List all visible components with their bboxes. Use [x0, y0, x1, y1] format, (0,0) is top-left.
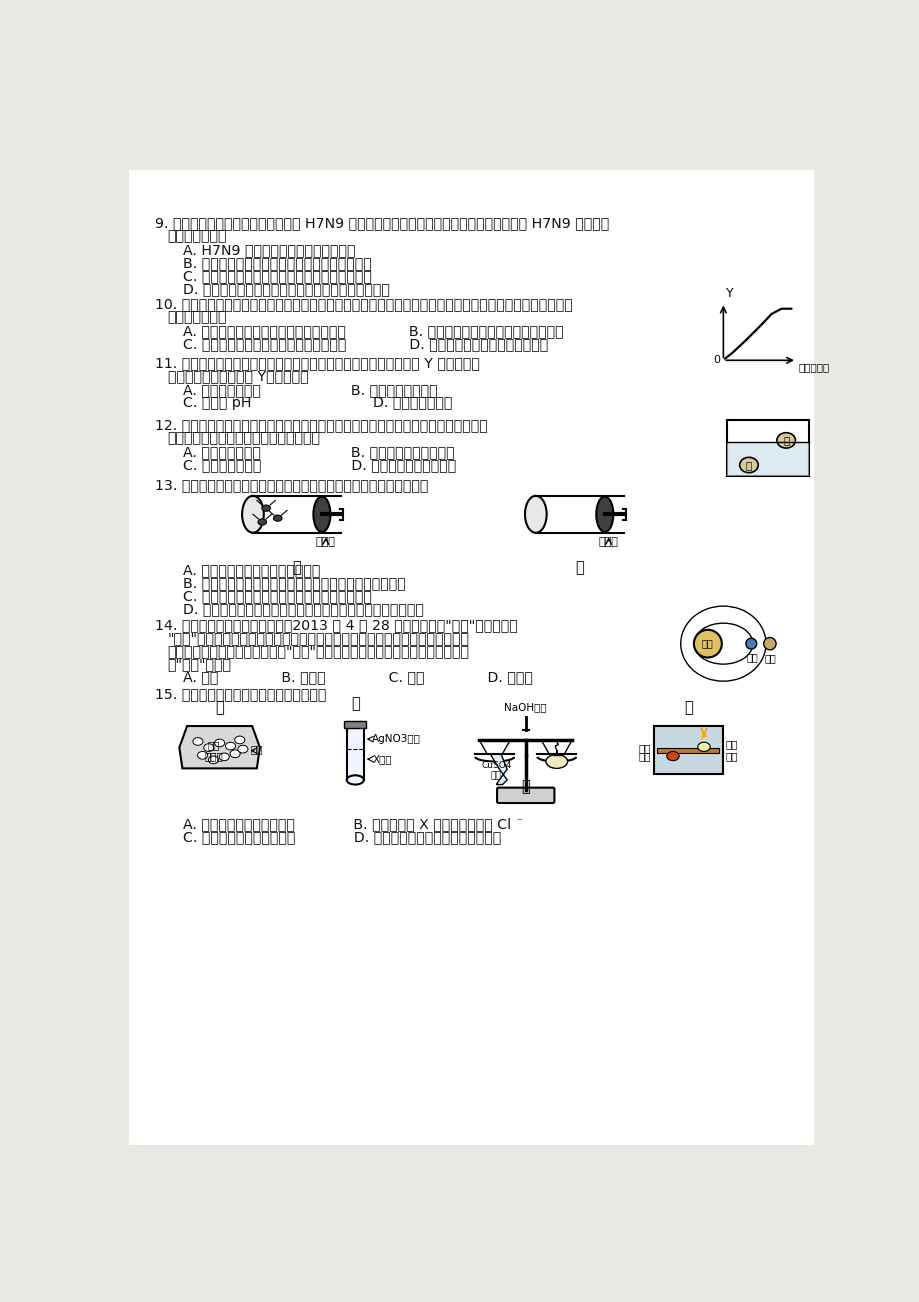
Text: A. 甲装置验证空气中有水分             B. 乙装置验证 X 溶液中是否含有 Cl: A. 甲装置验证空气中有水分 B. 乙装置验证 X 溶液中是否含有 Cl	[183, 816, 511, 831]
Bar	[535, 496, 624, 533]
Text: C. 溶液的 pH                           D. 生成氢气的质量: C. 溶液的 pH D. 生成氢气的质量	[183, 397, 452, 410]
Text: 0: 0	[712, 355, 720, 366]
Ellipse shape	[225, 742, 235, 750]
Text: 冰块: 冰块	[250, 745, 263, 754]
Text: 红磷: 红磷	[638, 751, 651, 762]
Ellipse shape	[234, 736, 244, 743]
Bar	[346, 723, 363, 780]
Text: 10. 同学们在做氧气性质实验时，将点燃的木炭伸入集气瓶内，有的现象明显，有的却不明显。导致现象不明: 10. 同学们在做氧气性质实验时，将点燃的木炭伸入集气瓶内，有的现象明显，有的却…	[155, 297, 573, 311]
Circle shape	[693, 630, 721, 658]
Text: 无水
硫酸铜: 无水 硫酸铜	[204, 740, 222, 762]
Text: 碱石灰: 碱石灰	[598, 536, 618, 547]
Text: 碱石灰: 碱石灰	[315, 536, 335, 547]
Text: 锌粒的质量: 锌粒的质量	[798, 362, 829, 372]
Text: C. 甲的密度比乙大                    D. 乙受到的浮力大于重力: C. 甲的密度比乙大 D. 乙受到的浮力大于重力	[183, 458, 456, 473]
Ellipse shape	[230, 750, 240, 758]
Text: 热水: 热水	[725, 738, 737, 749]
Ellipse shape	[525, 496, 546, 533]
Ellipse shape	[666, 751, 678, 760]
Text: A. 新月              B. 上弦月              C. 满月              D. 下弦月: A. 新月 B. 上弦月 C. 满月 D. 下弦月	[183, 671, 532, 685]
Text: B. 为了预防禽流感，不能食用煮熟的鸡蛋和鸡肉: B. 为了预防禽流感，不能食用煮熟的鸡蛋和鸡肉	[183, 256, 371, 271]
Text: 11. 在一定量的稀硫酸中加入过量的锌粒，如图是反应过程中某种量 Y 随加入锌粒: 11. 在一定量的稀硫酸中加入过量的锌粒，如图是反应过程中某种量 Y 随加入锌粒	[155, 357, 480, 371]
FancyBboxPatch shape	[496, 788, 554, 803]
Text: Y: Y	[725, 288, 732, 301]
Ellipse shape	[242, 496, 264, 533]
Text: 乙: 乙	[782, 435, 789, 445]
Ellipse shape	[545, 755, 567, 768]
Text: 甲: 甲	[745, 460, 751, 470]
Bar	[344, 720, 366, 728]
Ellipse shape	[209, 756, 218, 764]
Text: 土星: 土星	[764, 652, 776, 663]
Text: A. 硫酸的质量分数                    B. 生成硫酸锌的质量: A. 硫酸的质量分数 B. 生成硫酸锌的质量	[183, 383, 437, 397]
Text: C. 丙装置验证质量守恒定律             D. 丁装置验证可燃物燃烧的两个条件: C. 丙装置验证质量守恒定律 D. 丁装置验证可燃物燃烧的两个条件	[183, 829, 501, 844]
Ellipse shape	[596, 496, 613, 533]
Text: 甲: 甲	[215, 700, 223, 715]
Circle shape	[763, 638, 776, 650]
Text: C. 排水法收集满后盖上毛玻璃片拿出水面              D. 排水法收集前未将集气瓶灌满水: C. 排水法收集满后盖上毛玻璃片拿出水面 D. 排水法收集前未将集气瓶灌满水	[183, 337, 548, 352]
Text: 乙: 乙	[575, 560, 584, 574]
Text: 9. 今年上半年，我国多地出现人感染 H7N9 禽流感病毒的病例，并导致多人死亡。以下有关 H7N9 禽流感的: 9. 今年上半年，我国多地出现人感染 H7N9 禽流感病毒的病例，并导致多人死亡…	[155, 216, 609, 230]
Text: C. 不管是否处于禽流感疫区，都应将禽类扑杀掉: C. 不管是否处于禽流感疫区，都应将禽类扑杀掉	[183, 270, 371, 284]
Ellipse shape	[313, 496, 330, 533]
Text: 丁: 丁	[684, 700, 692, 715]
Text: 15. 下列实验设计，不能达到实验目的的是: 15. 下列实验设计，不能达到实验目的的是	[155, 687, 326, 702]
Text: 的质量变化的关系，则 Y不可能表示: 的质量变化的关系，则 Y不可能表示	[167, 370, 308, 384]
Bar	[253, 496, 342, 533]
Text: 乙: 乙	[350, 697, 359, 711]
Ellipse shape	[346, 775, 363, 785]
Text: CuSO4
溶液: CuSO4 溶液	[481, 760, 511, 780]
Text: NaOH溶液: NaOH溶液	[504, 702, 547, 712]
Ellipse shape	[262, 505, 270, 512]
Text: 太阳: 太阳	[701, 639, 713, 648]
Text: X溶液: X溶液	[372, 754, 391, 764]
Bar	[653, 727, 721, 773]
Polygon shape	[488, 754, 506, 785]
Bar	[726, 421, 808, 475]
Text: 地球处于大行星和太阳之间。在"冲日"期间用天文望远镜观察土星，则看到的土: 地球处于大行星和太阳之间。在"冲日"期间用天文望远镜观察土星，则看到的土	[167, 644, 470, 659]
Ellipse shape	[776, 432, 795, 448]
Text: 若甲的体积比乙小，则下列分析合理的是: 若甲的体积比乙小，则下列分析合理的是	[167, 431, 321, 445]
Text: 星"星相"类似于: 星"星相"类似于	[167, 658, 232, 672]
Text: 13. 如图所示为验证动物需要呼吸的实验装置，下列有关说法错误的是: 13. 如图所示为验证动物需要呼吸的实验装置，下列有关说法错误的是	[155, 478, 428, 492]
Ellipse shape	[214, 740, 224, 747]
Text: 铜片: 铜片	[638, 743, 651, 754]
Text: 地球: 地球	[745, 652, 757, 663]
Text: 甲: 甲	[292, 560, 301, 574]
Circle shape	[745, 638, 756, 648]
Text: D. 为更好地控制变量，可在乙试管内放入等数量的同种死昆虫: D. 为更好地控制变量，可在乙试管内放入等数量的同种死昆虫	[183, 602, 424, 616]
Ellipse shape	[238, 745, 247, 753]
Ellipse shape	[219, 753, 229, 760]
Ellipse shape	[198, 751, 208, 759]
Text: 14. 土星是太阳系的第二大行星，2013 年 4 月 28 日发生了土星"冲日"现象。所谓: 14. 土星是太阳系的第二大行星，2013 年 4 月 28 日发生了土星"冲日…	[155, 618, 517, 633]
Ellipse shape	[257, 519, 267, 525]
Ellipse shape	[203, 743, 213, 751]
Text: A. 甲的质量比乙大                    B. 甲受到的浮力等于重力: A. 甲的质量比乙大 B. 甲受到的浮力等于重力	[183, 445, 454, 460]
Bar	[657, 749, 719, 753]
Text: ⁻: ⁻	[516, 816, 522, 827]
Ellipse shape	[697, 742, 709, 751]
Text: C. 实验时为便于操作和观察，应该用手握紧试管: C. 实验时为便于操作和观察，应该用手握紧试管	[183, 589, 371, 603]
Ellipse shape	[193, 738, 203, 745]
Text: D. 当出现流感症状时，应及时就医，不擅自服药治疗: D. 当出现流感症状时，应及时就医，不擅自服药治疗	[183, 283, 390, 297]
Polygon shape	[179, 727, 260, 768]
Text: 12. 端午节那天，小明发现煮熟的咸鸭蛋有的沉在水底，有的浮在水面（如图所示）。: 12. 端午节那天，小明发现煮熟的咸鸭蛋有的沉在水底，有的浮在水面（如图所示）。	[155, 418, 487, 432]
Ellipse shape	[273, 516, 282, 521]
Text: B. 为了使实验现象更明显，可适当增加试管内的昆虫数量: B. 为了使实验现象更明显，可适当增加试管内的昆虫数量	[183, 575, 405, 590]
Text: A. 在实验前应该检验装置的气密性: A. 在实验前应该检验装置的气密性	[183, 562, 320, 577]
Text: AgNO3溶液: AgNO3溶液	[372, 734, 421, 745]
Text: 白磷: 白磷	[725, 751, 737, 762]
Text: "冲日"是指位于地球轨道外侧的大行星和地球运行到与太阳同一条直线上，而且: "冲日"是指位于地球轨道外侧的大行星和地球运行到与太阳同一条直线上，而且	[167, 631, 470, 646]
Bar	[726, 441, 808, 475]
Text: A. 排水法收集结束时集气瓶内的水有残留              B. 导管口连续放出气泡时开始收集氧气: A. 排水法收集结束时集气瓶内的水有残留 B. 导管口连续放出气泡时开始收集氧气	[183, 324, 563, 339]
Text: A. H7N9 禽流感病毒是一种单细胞生物: A. H7N9 禽流感病毒是一种单细胞生物	[183, 243, 356, 258]
Text: 丙: 丙	[521, 779, 529, 794]
Ellipse shape	[739, 457, 757, 473]
Text: 说法，正确的是: 说法，正确的是	[167, 229, 227, 243]
Text: 显的原因可能是: 显的原因可能是	[167, 310, 227, 324]
